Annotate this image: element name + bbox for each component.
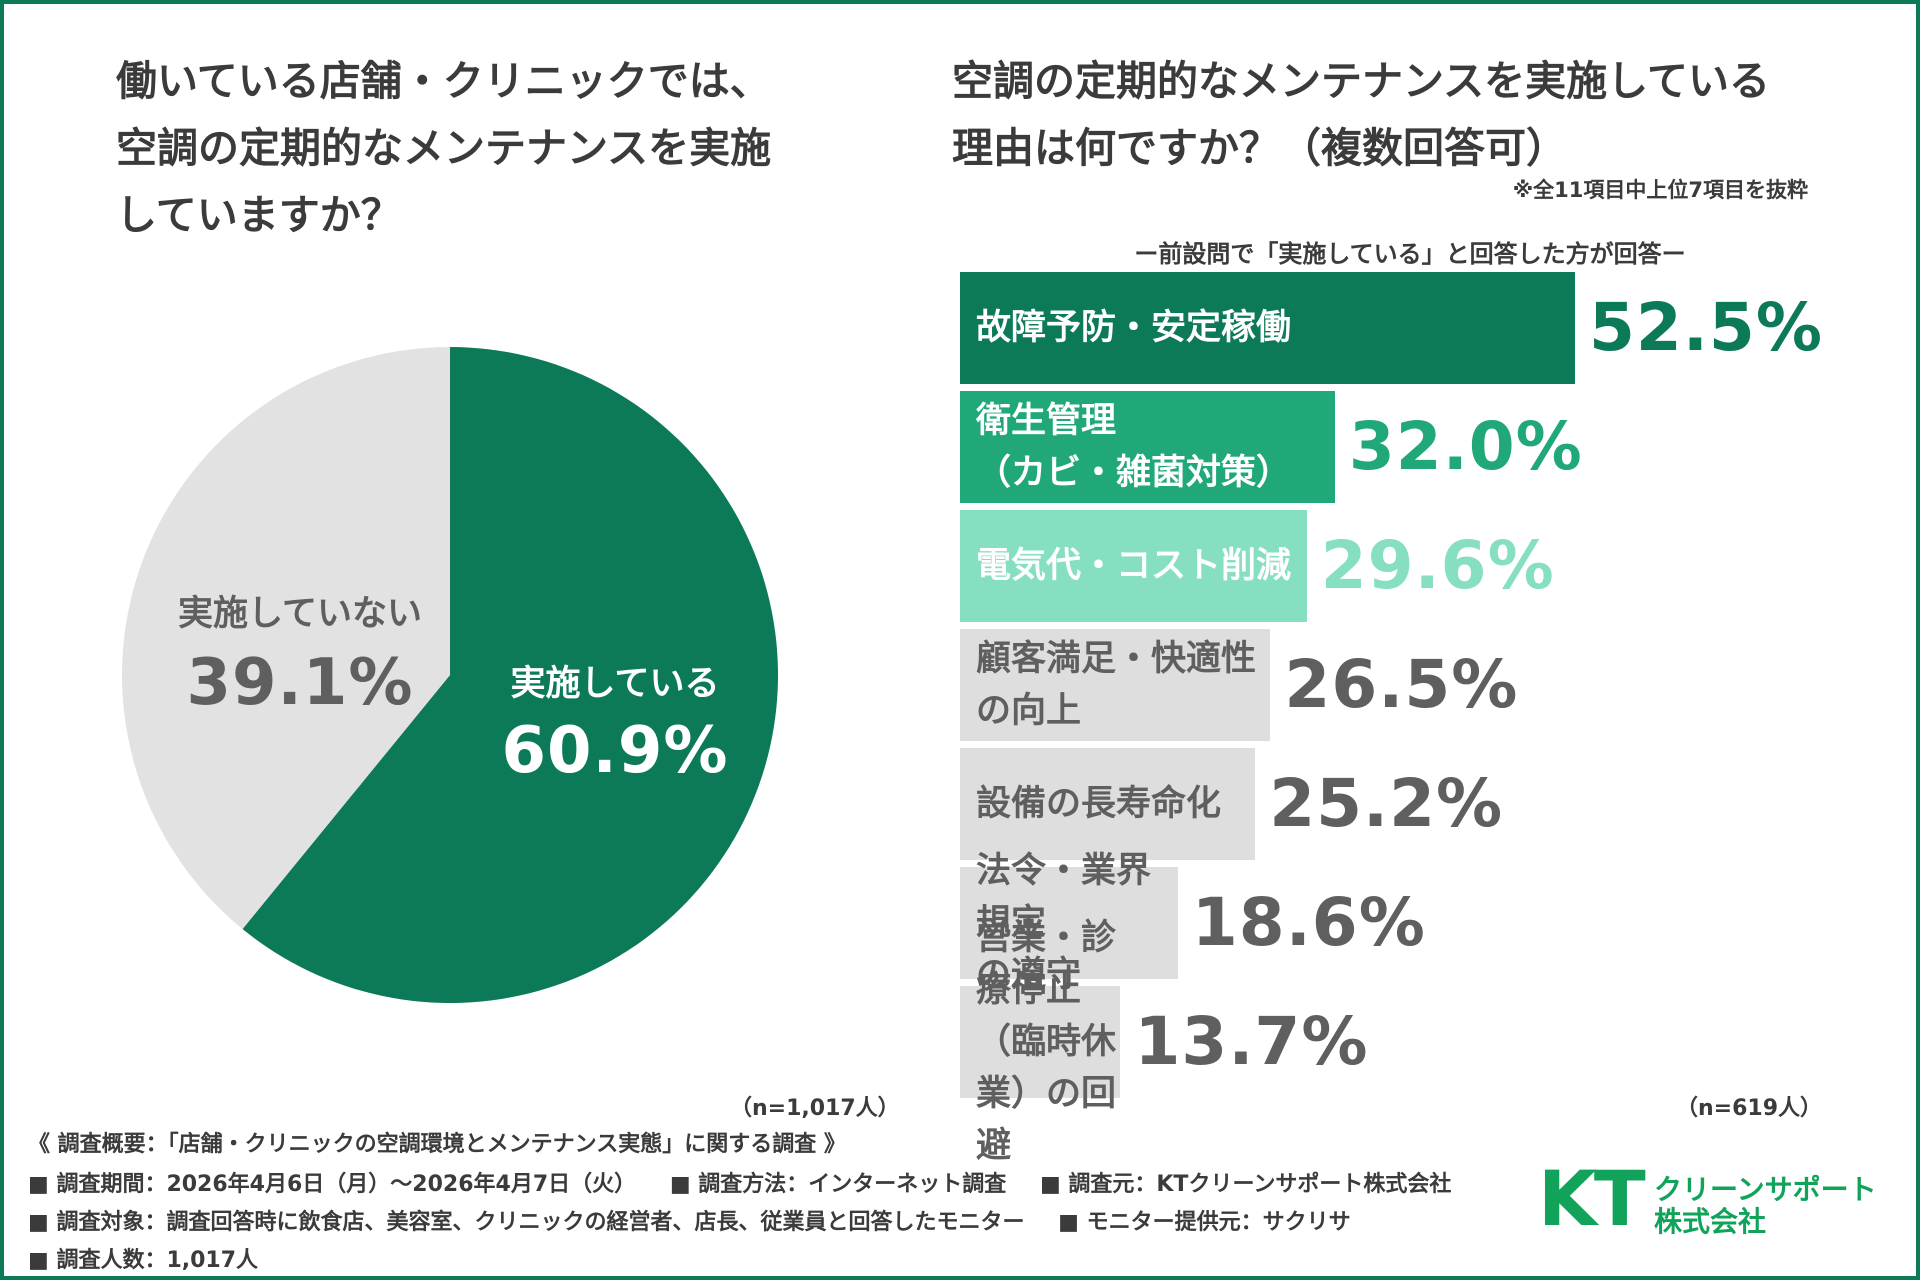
pie-title-line-2: 空調の定期的なメンテナンスを実施 xyxy=(116,124,772,172)
pie-title-line-3: していますか？ xyxy=(116,191,402,239)
bar: 電気代・コスト削減 xyxy=(960,510,1307,622)
bar-category-label: 顧客満足・快適性 の向上 xyxy=(976,639,1257,731)
bar-category-label: 故障予防・安定稼働 xyxy=(976,308,1292,348)
footer-count: ■ 調査人数：1,017人 xyxy=(28,1248,259,1273)
bar-category-label: 電気代・コスト削減 xyxy=(976,546,1292,586)
bar-row: 営業・診療停止 （臨時休業）の回避 13.7% xyxy=(960,918,1860,1166)
bar: 衛生管理 （カビ・雑菌対策） xyxy=(960,391,1335,503)
footer-period: ■ 調査期間：2026年4月6日（月）～2026年4月7日（火） xyxy=(28,1172,637,1197)
footer-line-1: ■ 調査期間：2026年4月6日（月）～2026年4月7日（火） ■ 調査方法：… xyxy=(28,1166,1451,1198)
bar: 営業・診療停止 （臨時休業）の回避 xyxy=(960,918,1121,1166)
pie-slice-label-not-implemented: 実施していない 39.1% xyxy=(150,585,450,720)
bar-subtitle: ー前設問で「実施している」と回答した方が回答ー xyxy=(1134,240,1686,268)
bar-value-label: 25.2% xyxy=(1269,765,1504,842)
bar-row: 故障予防・安定稼働 52.5% xyxy=(960,272,1860,384)
logo-mark: KT xyxy=(1538,1154,1646,1243)
pie-label-not-implemented: 実施していない xyxy=(178,594,422,634)
bar-category-label: 設備の長寿命化 xyxy=(976,784,1222,824)
bar-sample-size: （n=619人） xyxy=(1676,1096,1823,1121)
footer-method: ■ 調査方法：インターネット調査 xyxy=(669,1172,1007,1197)
pie-question-title: 働いている店舗・クリニックでは、 空調の定期的なメンテナンスを実施 していますか… xyxy=(116,48,836,249)
bar-row: 顧客満足・快適性 の向上 26.5% xyxy=(960,629,1860,741)
pie-value-implemented: 60.9% xyxy=(501,714,729,788)
pie-title-line-1: 働いている店舗・クリニックでは、 xyxy=(116,57,771,105)
bar-value-label: 52.5% xyxy=(1589,289,1823,366)
bar-chart: 故障予防・安定稼働 52.5% 衛生管理 （カビ・雑菌対策） 32.0% 電気代・コスト… xyxy=(960,272,1860,1166)
bar-row: 法令・業界規定 の遵守 18.6% xyxy=(960,851,1860,995)
bar-value-label: 18.6% xyxy=(1191,884,1426,961)
pie-value-not-implemented: 39.1% xyxy=(186,646,414,720)
bar: 顧客満足・快適性 の向上 xyxy=(960,629,1271,741)
bar-category-label: 衛生管理 （カビ・雑菌対策） xyxy=(976,401,1292,493)
pie-sample-size: （n=1,017人） xyxy=(730,1096,900,1121)
footer-line-2: ■ 調査対象：調査回答時に飲食店、美容室、クリニックの経営者、店長、従業員と回答… xyxy=(28,1204,1351,1236)
bar-value-label: 26.5% xyxy=(1284,646,1519,723)
bar-category-label: 営業・診療停止 （臨時休業）の回避 xyxy=(976,918,1117,1166)
bar-value-label: 29.6% xyxy=(1320,527,1555,604)
footer-summary: 《 調査概要：「店舗・クリニックの空調環境とメンテナンス実態」に関する調査 》 xyxy=(28,1132,846,1157)
bar-title-line-2: 理由は何ですか？（複数回答可） xyxy=(952,124,1567,172)
footer-target: ■ 調査対象：調査回答時に飲食店、美容室、クリニックの経営者、店長、従業員と回答… xyxy=(28,1210,1025,1235)
pie-label-implemented: 実施している xyxy=(510,664,720,704)
bar: 法令・業界規定 の遵守 xyxy=(960,851,1178,995)
company-logo: KT クリーンサポート 株式会社 xyxy=(1538,1154,1898,1246)
pie-slice-not-implemented xyxy=(121,347,450,930)
bar-note: ※全11項目中上位7項目を抜粋 xyxy=(1512,178,1808,202)
bar-title-line-1: 空調の定期的なメンテナンスを実施している xyxy=(952,57,1770,105)
bar-value-label: 13.7% xyxy=(1134,1003,1369,1080)
logo-company-name: クリーンサポート 株式会社 xyxy=(1654,1173,1877,1238)
pie-chart xyxy=(121,347,779,1003)
bar: 故障予防・安定稼働 xyxy=(960,272,1575,384)
bar-row: 衛生管理 （カビ・雑菌対策） 32.0% xyxy=(960,391,1860,503)
bar-question-title: 空調の定期的なメンテナンスを実施している 理由は何ですか？（複数回答可） xyxy=(952,48,1852,182)
bar-category-label: 法令・業界規定 の遵守 xyxy=(976,851,1152,995)
bar: 設備の長寿命化 xyxy=(960,748,1256,860)
footer-source: ■ 調査元：KTクリーンサポート株式会社 xyxy=(1039,1172,1452,1197)
pie-slice-implemented xyxy=(242,347,779,1003)
pie-slice-label-implemented: 実施している 60.9% xyxy=(470,655,760,788)
bar-row: 電気代・コスト削減 29.6% xyxy=(960,510,1860,622)
bar-value-label: 32.0% xyxy=(1348,408,1583,485)
footer-provider: ■ モニター提供元：サクリサ xyxy=(1058,1210,1351,1235)
bar-row: 設備の長寿命化 25.2% xyxy=(960,748,1860,860)
